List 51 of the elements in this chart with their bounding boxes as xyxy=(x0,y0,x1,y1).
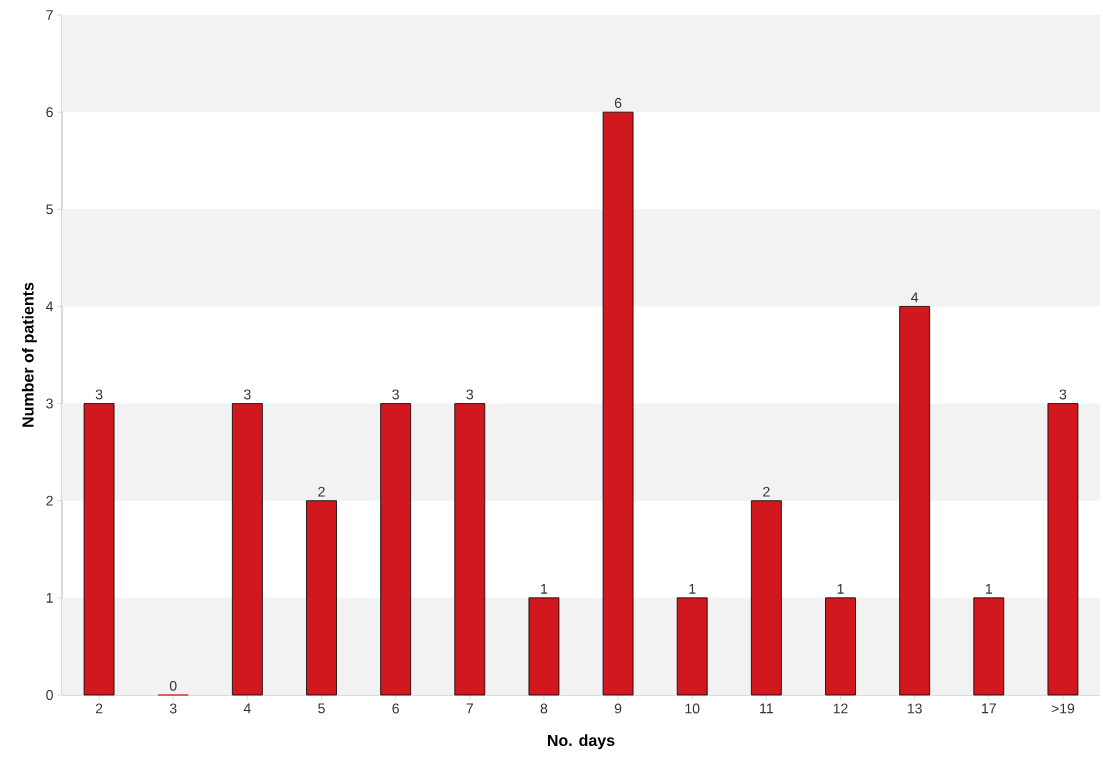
x-tick-label: 6 xyxy=(392,703,399,714)
x-tick-label: 17 xyxy=(982,703,996,714)
data-label: 1 xyxy=(689,584,696,594)
x-axis-title: No. days xyxy=(547,734,615,750)
data-label: 3 xyxy=(95,389,103,400)
bar xyxy=(528,597,560,696)
bar xyxy=(973,597,1005,696)
y-tick-label: 7 xyxy=(46,10,53,20)
x-tick-label: 3 xyxy=(169,703,177,714)
y-axis-title: Number of patients xyxy=(21,282,37,427)
y-tick-label: 1 xyxy=(46,593,53,603)
bar xyxy=(899,306,931,696)
data-label: 1 xyxy=(985,584,992,594)
data-label: 3 xyxy=(1059,389,1067,400)
x-tick-label: 2 xyxy=(95,703,103,714)
x-tick-label: 9 xyxy=(614,703,622,714)
bar xyxy=(83,403,115,696)
data-label: 3 xyxy=(392,389,399,400)
y-tick-label: 3 xyxy=(46,398,53,409)
data-label: 3 xyxy=(244,389,251,400)
x-tick-label: 11 xyxy=(760,703,773,714)
bar xyxy=(231,403,263,696)
x-tick-label: 8 xyxy=(540,703,548,714)
x-tick-label: 13 xyxy=(907,703,922,714)
y-tick-label: 6 xyxy=(46,107,53,118)
y-tick-label: 5 xyxy=(46,204,53,215)
bar xyxy=(380,403,412,696)
y-tick-label: 2 xyxy=(46,495,53,506)
data-label: 4 xyxy=(911,292,919,303)
bar xyxy=(306,500,337,696)
x-tick-label: >19 xyxy=(1051,703,1075,714)
y-tick-label: 4 xyxy=(46,301,54,312)
data-label: 2 xyxy=(318,486,325,497)
bar xyxy=(1047,403,1079,696)
x-tick-label: 7 xyxy=(466,703,473,714)
data-label: 1 xyxy=(837,584,844,594)
bar xyxy=(602,111,634,696)
bar xyxy=(825,597,856,696)
y-tick-label: 0 xyxy=(46,690,53,700)
x-tick-label: 10 xyxy=(685,703,700,714)
data-label: 2 xyxy=(763,486,770,497)
x-tick-label: 4 xyxy=(243,703,251,714)
bar xyxy=(454,403,486,696)
data-label: 0 xyxy=(169,680,177,691)
bar xyxy=(750,500,782,696)
data-label: 6 xyxy=(614,98,622,108)
data-label: 3 xyxy=(466,389,474,400)
bar xyxy=(676,597,708,696)
x-tick-label: 5 xyxy=(318,703,325,714)
x-tick-label: 12 xyxy=(833,703,848,714)
data-label: 1 xyxy=(541,584,548,594)
